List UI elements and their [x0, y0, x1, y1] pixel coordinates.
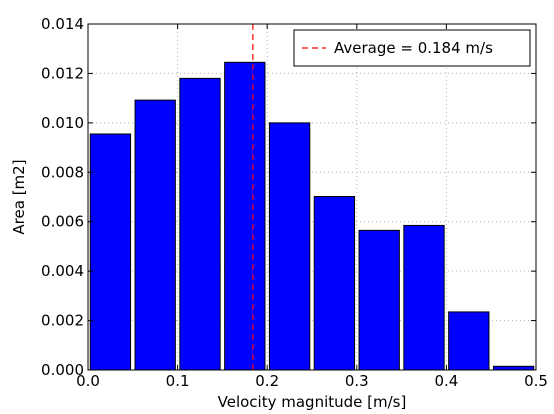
y-tick-label: 0.006: [41, 213, 84, 231]
ticks: [87, 23, 537, 371]
x-tick-label: 0.1: [166, 372, 190, 390]
bars: [89, 61, 535, 371]
x-tick-label: 0.2: [255, 372, 279, 390]
y-tick-label: 0.000: [41, 361, 84, 379]
x-tick-label: 0.0: [76, 372, 100, 390]
y-axis-title: Area [m2]: [10, 159, 28, 234]
histogram-bar: [313, 196, 356, 371]
y-tick-label: 0.014: [41, 15, 84, 33]
y-tick-label: 0.008: [41, 163, 84, 181]
y-tick-label: 0.002: [41, 312, 84, 330]
plot-frame: [87, 23, 537, 371]
histogram-bar: [448, 311, 490, 371]
histogram-bar: [403, 224, 445, 371]
x-tick-label: 0.5: [524, 372, 548, 390]
x-axis-title: Velocity magnitude [m/s]: [218, 393, 407, 411]
x-tick-label: 0.3: [345, 372, 369, 390]
legend-box: [293, 29, 531, 67]
x-tick-labels: 0.0 0.1 0.2 0.3 0.4 0.5: [76, 372, 548, 390]
legend-average-label: Average = 0.184 m/s: [334, 39, 493, 57]
histogram-bar: [134, 99, 176, 371]
histogram-bar: [358, 229, 400, 371]
histogram-bar: [89, 133, 132, 371]
x-tick-label: 0.4: [434, 372, 458, 390]
histogram-bar: [492, 365, 535, 371]
y-tick-labels: 0.000 0.002 0.004 0.006 0.008 0.010 0.012 0.014: [41, 15, 84, 379]
y-tick-label: 0.012: [41, 64, 84, 82]
legend: Average = 0.184 m/s: [293, 29, 531, 67]
histogram-bar: [224, 61, 266, 371]
y-tick-label: 0.010: [41, 114, 84, 132]
histogram-bar: [268, 122, 311, 371]
y-tick-label: 0.004: [41, 262, 84, 280]
grid-lines: [88, 24, 536, 370]
histogram-bar: [179, 77, 221, 371]
